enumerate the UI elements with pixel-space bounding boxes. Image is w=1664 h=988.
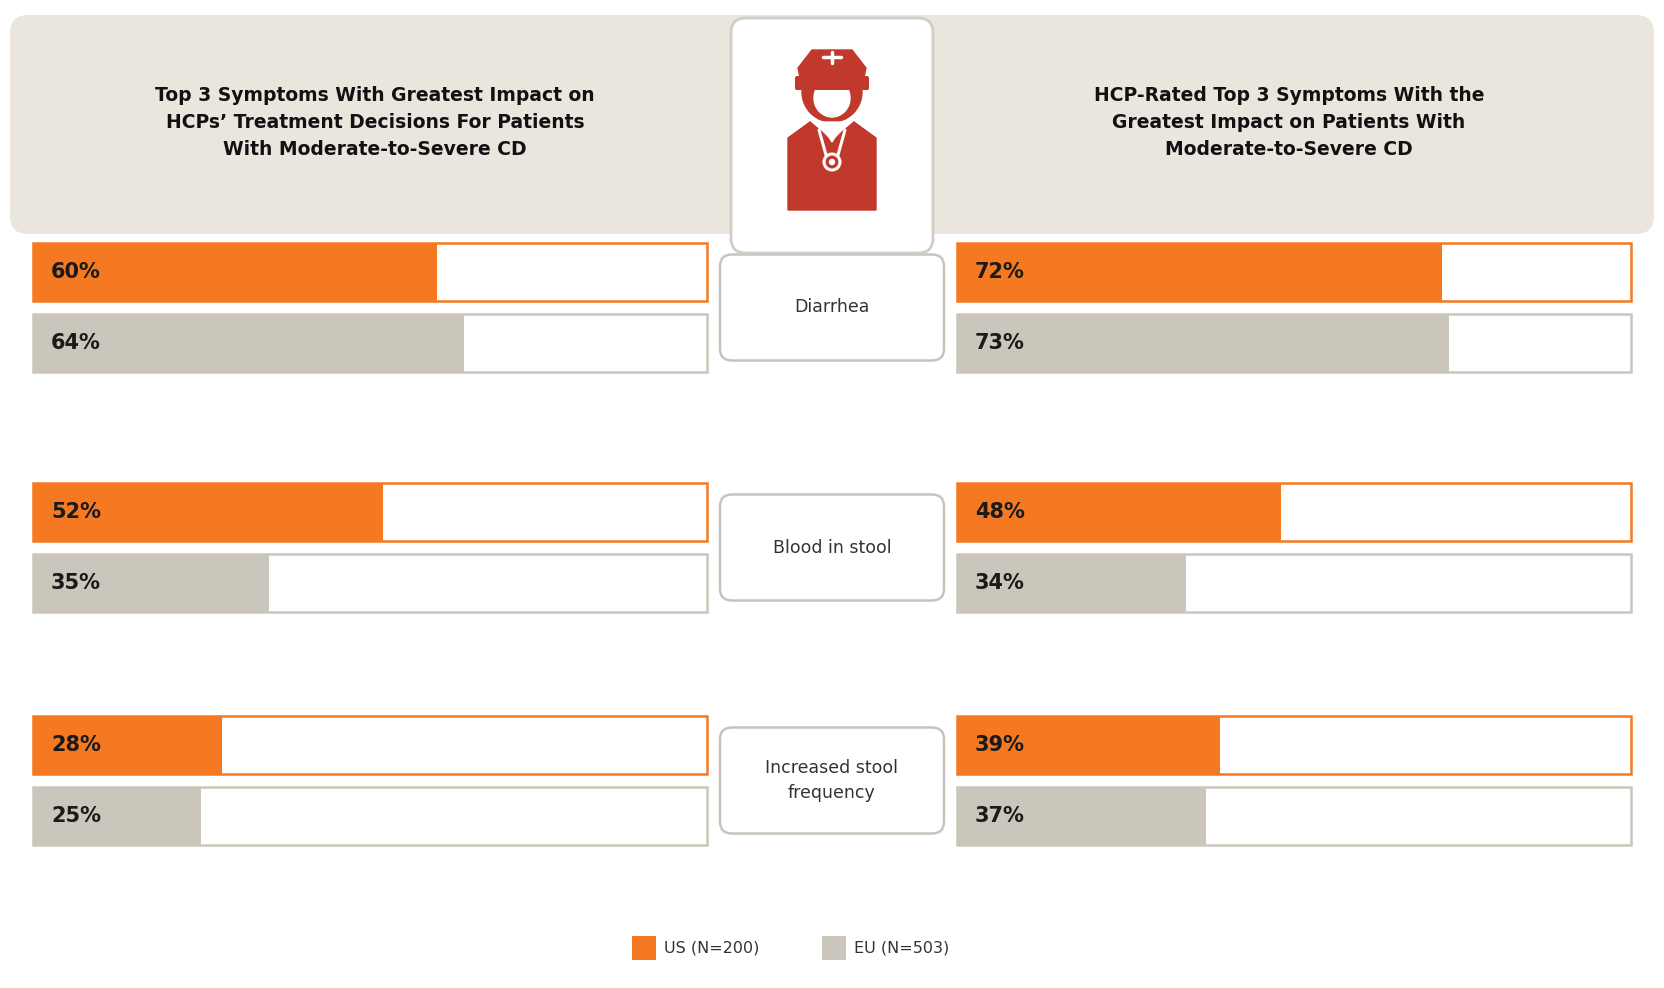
Bar	[33, 554, 270, 612]
Text: Top 3 Symptoms With Greatest Impact on
HCPs’ Treatment Decisions For Patients
Wi: Top 3 Symptoms With Greatest Impact on H…	[155, 86, 594, 159]
Bar	[957, 243, 1443, 301]
FancyBboxPatch shape	[957, 314, 1631, 372]
Ellipse shape	[814, 79, 850, 117]
Bar	[957, 554, 1186, 612]
FancyBboxPatch shape	[730, 18, 934, 253]
Text: EU (N=503): EU (N=503)	[854, 941, 948, 955]
Text: HCP-Rated Top 3 Symptoms With the
Greatest Impact on Patients With
Moderate-to-S: HCP-Rated Top 3 Symptoms With the Greate…	[1093, 86, 1484, 159]
Text: 72%: 72%	[975, 262, 1025, 282]
Text: Increased stool
frequency: Increased stool frequency	[765, 760, 899, 801]
FancyBboxPatch shape	[721, 495, 943, 601]
Text: 34%: 34%	[975, 573, 1025, 593]
Bar	[957, 314, 1449, 372]
Text: Diarrhea: Diarrhea	[794, 298, 870, 316]
Bar	[632, 936, 656, 960]
FancyBboxPatch shape	[10, 15, 1654, 234]
FancyBboxPatch shape	[957, 483, 1631, 541]
Circle shape	[829, 159, 835, 164]
Polygon shape	[789, 122, 875, 210]
Bar	[33, 243, 438, 301]
Text: 60%: 60%	[52, 262, 102, 282]
Bar	[33, 716, 221, 774]
Text: 35%: 35%	[52, 573, 102, 593]
FancyBboxPatch shape	[33, 314, 707, 372]
Polygon shape	[820, 122, 844, 142]
Bar	[33, 314, 464, 372]
FancyBboxPatch shape	[33, 716, 707, 774]
Bar	[957, 787, 1206, 845]
Bar	[822, 936, 845, 960]
Text: 73%: 73%	[975, 333, 1025, 353]
FancyBboxPatch shape	[33, 243, 707, 301]
FancyBboxPatch shape	[33, 483, 707, 541]
FancyBboxPatch shape	[721, 727, 943, 834]
Text: 28%: 28%	[52, 735, 102, 755]
FancyBboxPatch shape	[957, 243, 1631, 301]
Text: 25%: 25%	[52, 806, 102, 826]
Circle shape	[802, 62, 862, 122]
FancyBboxPatch shape	[33, 554, 707, 612]
Text: 37%: 37%	[975, 806, 1025, 826]
FancyBboxPatch shape	[33, 787, 707, 845]
FancyBboxPatch shape	[957, 787, 1631, 845]
Bar	[33, 787, 201, 845]
FancyBboxPatch shape	[721, 255, 943, 361]
Text: 64%: 64%	[52, 333, 102, 353]
Bar	[957, 483, 1281, 541]
FancyBboxPatch shape	[957, 554, 1631, 612]
Polygon shape	[799, 50, 865, 86]
FancyBboxPatch shape	[795, 76, 869, 90]
Text: 52%: 52%	[52, 502, 102, 522]
Text: Blood in stool: Blood in stool	[772, 538, 892, 556]
Text: 48%: 48%	[975, 502, 1025, 522]
Text: US (N=200): US (N=200)	[664, 941, 759, 955]
FancyBboxPatch shape	[957, 716, 1631, 774]
Bar	[33, 483, 383, 541]
Text: 39%: 39%	[975, 735, 1025, 755]
Bar	[957, 716, 1220, 774]
